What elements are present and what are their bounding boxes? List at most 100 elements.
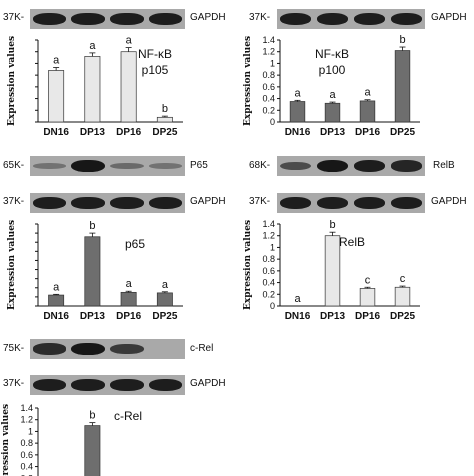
kd-marker: 37K- [3, 196, 25, 207]
blot-strip [30, 375, 185, 395]
blot-gapdh-3: 37K- GAPDH [0, 190, 230, 216]
kd-marker: 37K- [249, 196, 271, 207]
blot-band [279, 161, 312, 171]
significance-letter: a [126, 35, 133, 47]
blot-label: P65 [190, 160, 208, 171]
y-tick-label: 0.2 [262, 289, 275, 299]
chart-title: NF-κB [315, 47, 349, 61]
y-tick-label: 0.6 [262, 82, 275, 92]
chart-title: NF-κB [138, 47, 172, 61]
category-label: DP25 [390, 127, 415, 138]
y-tick-label: 0.8 [262, 254, 275, 264]
blot-band [353, 159, 386, 173]
blot-band [390, 160, 423, 172]
blot-band [71, 12, 105, 26]
blot-band [148, 378, 183, 392]
blot-label: RelB [433, 160, 455, 171]
bar [48, 70, 65, 123]
blot-strip [30, 156, 185, 176]
y-tick-label: 0.6 [262, 266, 275, 276]
significance-letter: a [53, 281, 60, 293]
kd-marker: 37K- [249, 12, 271, 23]
blot-band [279, 196, 312, 210]
category-label: DN16 [43, 127, 69, 138]
significance-letter: b [399, 34, 405, 46]
y-axis-label: Expression values [243, 220, 253, 310]
chart-title: RelB [339, 235, 365, 249]
y-tick-label: 1.4 [262, 35, 275, 45]
y-tick-label: 1.2 [262, 47, 275, 57]
blot-label: GAPDH [190, 12, 226, 23]
category-label: DP16 [116, 311, 141, 322]
blot-band [110, 12, 144, 26]
significance-letter: a [364, 87, 371, 99]
y-tick-label: 0.2 [262, 105, 275, 115]
blot-band [110, 162, 144, 170]
chart-title: p100 [319, 63, 346, 77]
y-tick-label: 0 [270, 301, 275, 311]
y-tick-label: 0.4 [20, 462, 33, 472]
blot-band [32, 343, 67, 355]
kd-marker: 37K- [3, 378, 25, 389]
chart-relb: 0 0.2 0.4 0.6 0.8 1 1.2 1.4 Expression values a DN… [237, 212, 474, 334]
chart-p65-svg: Expression values a DN16 b DP13 a DP16 a DP25 p65 [7, 220, 183, 322]
blot-band [353, 196, 386, 210]
y-tick-label: 0 [270, 117, 275, 127]
y-axis-label: Expression values [1, 404, 11, 476]
significance-letter: a [162, 279, 169, 291]
chart-title: p105 [142, 63, 169, 77]
category-label: DP13 [320, 127, 345, 138]
category-label: DP25 [390, 311, 415, 322]
blot-band [353, 12, 386, 26]
y-tick-label: 1 [270, 58, 275, 68]
bar [324, 235, 341, 307]
y-tick-label: 1 [28, 426, 33, 436]
category-label: DP16 [116, 127, 141, 138]
bar [84, 425, 101, 476]
blot-band [279, 12, 312, 26]
bar [156, 292, 173, 307]
y-tick-label: 1 [270, 242, 275, 252]
chart-p105-svg: Expression values a DN16 a DP13 a DP16 b DP25 NF-… [7, 35, 183, 138]
significance-letter: c [400, 273, 406, 285]
blot-strip [277, 193, 425, 213]
y-tick-label: 0.4 [262, 94, 275, 104]
significance-letter: a [126, 278, 133, 290]
significance-letter: a [294, 87, 301, 99]
significance-letter: a [294, 293, 301, 305]
blot-band [148, 162, 183, 170]
blot-band [390, 196, 423, 210]
bar [156, 116, 173, 123]
kd-marker: 37K- [3, 12, 25, 23]
significance-letter: b [329, 219, 335, 231]
chart-p100-svg: 0 0.20.4 0.6 0.8 11.2 1.4 Expression values a DN… [243, 34, 420, 138]
kd-marker: 75K- [3, 343, 25, 354]
y-axis-label: Expression values [7, 36, 17, 126]
category-label: DP25 [152, 127, 177, 138]
kd-marker: 68K- [249, 160, 271, 171]
bar [359, 100, 376, 123]
bar [120, 51, 137, 123]
chart-title: p65 [125, 237, 145, 251]
category-label: DP13 [80, 311, 105, 322]
bar [84, 56, 101, 123]
blot-relb: 68K- RelB [237, 153, 474, 179]
blot-gapdh-5: 37K- GAPDH [0, 372, 230, 398]
bar [394, 50, 411, 123]
blot-band [316, 159, 349, 173]
bar [394, 286, 411, 307]
chart-p100: 0 0.2 0.4 0.6 0.8 1 1.2 1.4 Expression values a DN… [237, 28, 474, 150]
blot-band [71, 342, 105, 356]
blot-band [32, 196, 67, 210]
blot-band [71, 378, 105, 392]
blot-band [71, 159, 105, 173]
blot-band [148, 196, 183, 210]
blot-strip [30, 9, 185, 29]
blot-band [316, 12, 349, 26]
bar [84, 236, 101, 307]
category-label: DP25 [152, 311, 177, 322]
blot-strip [277, 156, 425, 176]
y-tick-label: 1.4 [20, 403, 33, 413]
blot-label: GAPDH [431, 196, 467, 207]
significance-letter: b [89, 410, 95, 422]
